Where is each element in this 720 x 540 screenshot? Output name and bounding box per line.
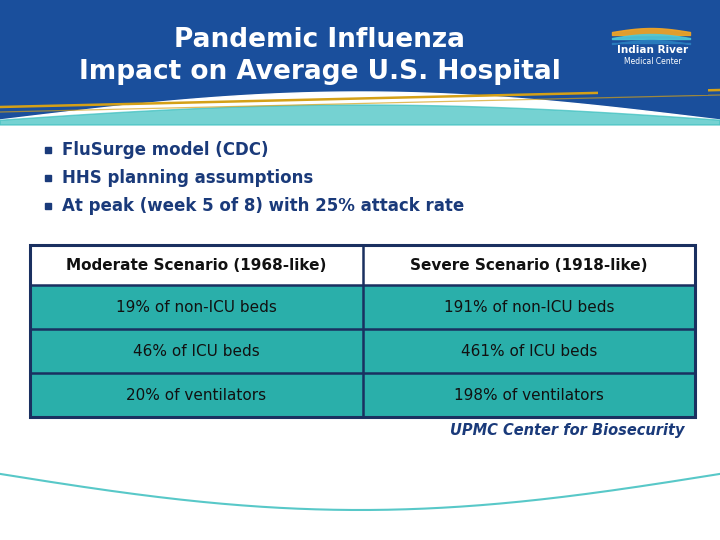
Text: HHS planning assumptions: HHS planning assumptions (62, 169, 313, 187)
Text: At peak (week 5 of 8) with 25% attack rate: At peak (week 5 of 8) with 25% attack ra… (62, 197, 464, 215)
Bar (30, 245, 695, 285)
Text: Severe Scenario (1918-like): Severe Scenario (1918-like) (410, 258, 647, 273)
Bar (598, 27, 708, 95)
Text: 191% of non-ICU beds: 191% of non-ICU beds (444, 300, 614, 314)
Text: 46% of ICU beds: 46% of ICU beds (133, 343, 260, 359)
Text: Pandemic Influenza: Pandemic Influenza (174, 27, 466, 53)
Bar (30, 285, 695, 329)
Text: UPMC Center for Biosecurity: UPMC Center for Biosecurity (451, 422, 685, 437)
Text: 461% of ICU beds: 461% of ICU beds (461, 343, 597, 359)
Text: Impact on Average U.S. Hospital: Impact on Average U.S. Hospital (79, 59, 561, 85)
Bar (0, 0, 720, 125)
Text: FluSurge model (CDC): FluSurge model (CDC) (62, 141, 269, 159)
Bar (30, 329, 695, 373)
Text: Moderate Scenario (1968-like): Moderate Scenario (1968-like) (66, 258, 326, 273)
Text: 19% of non-ICU beds: 19% of non-ICU beds (116, 300, 276, 314)
Text: 198% of ventilators: 198% of ventilators (454, 388, 603, 402)
Text: Medical Center: Medical Center (624, 57, 682, 65)
Text: Indian River: Indian River (618, 45, 688, 55)
Bar (30, 245, 695, 417)
Text: 20% of ventilators: 20% of ventilators (126, 388, 266, 402)
Bar (30, 373, 695, 417)
